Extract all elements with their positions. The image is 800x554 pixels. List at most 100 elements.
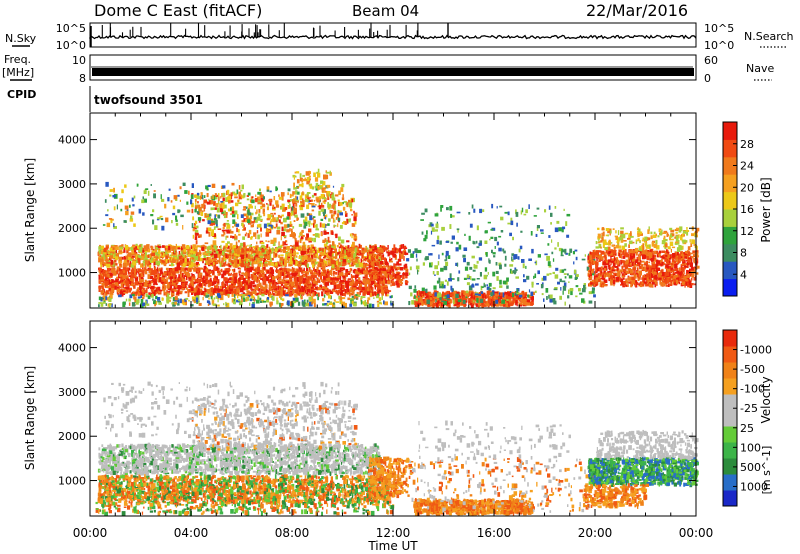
echo-cell [370,283,374,286]
echo-cell [206,213,210,218]
echo-cell [219,261,221,264]
echo-cell [256,271,260,274]
echo-cell [353,247,357,252]
echo-cell [294,195,297,200]
echo-cell [339,225,343,229]
echo-cell [240,251,245,256]
echo-cell [98,279,100,284]
echo-cell [293,207,297,213]
echo-cell [208,232,211,237]
echo-cell [205,262,210,266]
echo-cell [174,257,177,260]
echo-cell [152,258,156,262]
echo-cell [138,280,143,284]
echo-cell [142,260,146,263]
echo-cell [254,273,256,276]
echo-cell [174,249,176,254]
echo-cell [231,182,235,186]
echo-cell [348,199,351,203]
echo-cell [188,284,192,289]
echo-cell [351,259,354,263]
echo-cell [187,247,191,251]
echo-cell [278,278,282,281]
echo-cell [365,248,367,253]
echo-cell [470,295,473,299]
echo-cell [282,241,285,246]
echo-cell [124,245,129,250]
echo-cell [486,300,489,305]
echo-cell [218,196,220,201]
echo-cell [102,224,106,226]
echo-cell [365,267,369,272]
echo-cell [291,257,296,262]
echo-cell [113,206,116,211]
echo-cell [282,228,287,232]
echo-cell [166,281,168,284]
echo-cell [347,278,351,280]
echo-cell [247,212,252,216]
echo-cell [106,285,110,288]
echo-cell [249,244,252,247]
echo-cell [530,301,534,306]
echo-cell [312,266,315,272]
echo-cell [177,194,180,197]
echo-cell [137,258,141,263]
echo-cell [172,205,176,210]
echo-cell [341,183,345,188]
nsearch-tick-bottom: 10^0 [704,39,734,52]
echo-cell [213,293,215,296]
echo-cell [98,275,101,280]
echo-cell [178,251,180,255]
echo-cell [122,281,125,284]
echo-cell [165,255,168,261]
echo-cell [263,223,267,229]
echo-cell [259,255,263,259]
echo-cell [328,218,331,222]
echo-cell [248,268,252,273]
echo-cell [159,289,162,292]
echo-cell [215,284,218,290]
echo-cell [327,289,330,292]
echo-cell [213,260,217,265]
echo-cell [176,262,180,268]
echo-cell [291,275,294,279]
echo-cell [236,189,239,195]
echo-cell [198,234,202,238]
echo-cell [211,287,213,292]
echo-cell [204,273,207,279]
echo-cell [257,224,261,228]
echo-cell [277,217,279,221]
echo-cell [361,286,365,290]
echo-cell [225,229,230,232]
echo-cell [275,248,278,253]
echo-cell [248,281,251,285]
echo-cell [311,222,313,226]
echo-cell [226,249,231,253]
echo-cell [152,219,155,225]
echo-cell [379,245,382,247]
echo-cell [293,284,297,288]
echo-cell [333,246,335,249]
echo-cell [292,203,295,209]
echo-cell [156,267,159,272]
echo-cell [313,262,317,265]
echo-cell [181,246,183,251]
echo-cell [155,260,158,266]
echo-cell [327,196,330,200]
echo-cell [206,251,209,254]
echo-cell [198,220,201,223]
echo-cell [220,293,224,296]
echo-cell [319,284,323,288]
echo-cell [277,271,281,276]
echo-cell [113,223,115,228]
echo-cell [226,277,228,281]
freq-tick-top: 10 [72,54,86,67]
echo-cell [220,195,222,199]
echo-cell [290,261,292,265]
echo-cell [248,246,251,252]
echo-cell [262,275,267,280]
echo-cell [311,186,315,190]
echo-cell [404,252,409,255]
echo-cell [197,204,201,209]
echo-cell [302,191,304,196]
